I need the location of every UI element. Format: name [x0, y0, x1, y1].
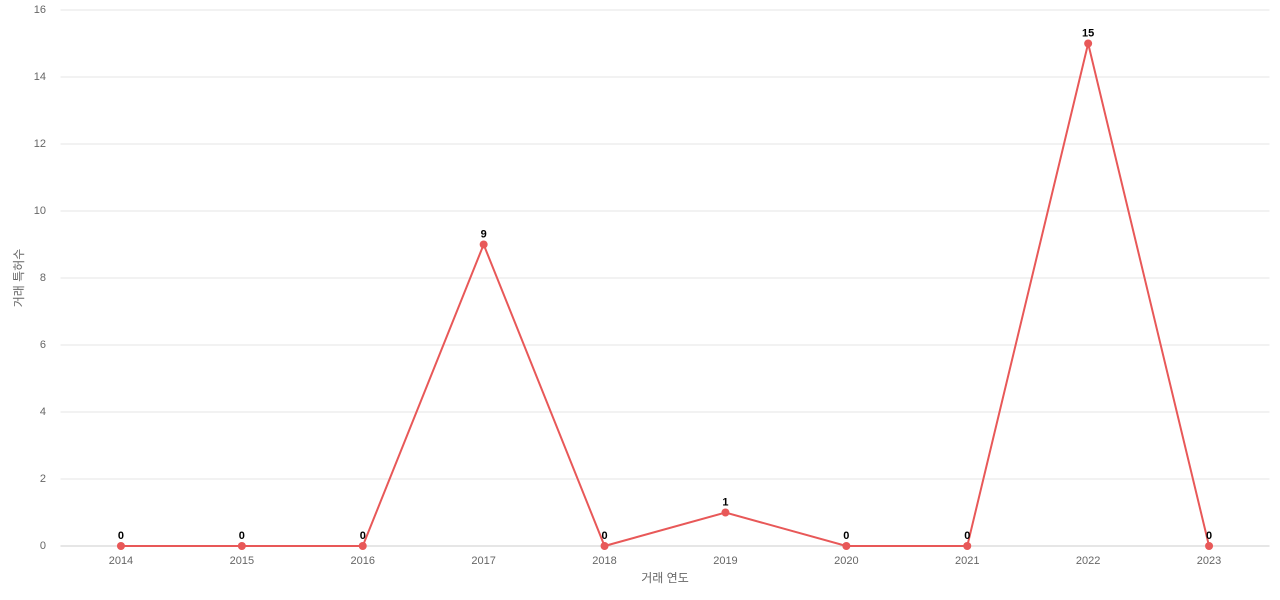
point [1205, 542, 1214, 550]
y-tick-label: 8 [40, 272, 46, 284]
y-tick-label: 14 [34, 71, 46, 83]
x-tick-label: 2019 [713, 555, 737, 567]
x-tick-label: 2016 [351, 555, 375, 567]
y-tick-label: 2 [40, 473, 46, 485]
x-axis-label: 거래 연도 [641, 571, 689, 585]
point [842, 542, 851, 550]
value-label: 0 [601, 530, 607, 542]
point [479, 240, 488, 249]
x-tick-label: 2014 [109, 555, 133, 567]
x-tick-label: 2018 [592, 555, 616, 567]
x-tick-label: 2021 [955, 555, 979, 567]
y-tick-label: 10 [34, 205, 46, 217]
value-label: 0 [239, 530, 245, 542]
value-label: 0 [964, 530, 970, 542]
y-axis-label: 거래 특허수 [12, 249, 26, 308]
value-label: 0 [1206, 530, 1212, 542]
y-tick-label: 4 [40, 406, 46, 418]
x-tick-label: 2023 [1197, 555, 1221, 567]
value-label: 0 [360, 530, 366, 542]
point [237, 542, 246, 550]
value-label: 0 [843, 530, 849, 542]
y-tick-label: 6 [40, 339, 46, 351]
point [116, 542, 125, 550]
y-tick-label: 0 [40, 540, 46, 552]
value-label: 0 [118, 530, 124, 542]
point [963, 542, 972, 550]
value-label: 9 [481, 228, 487, 240]
x-tick-label: 2022 [1076, 555, 1100, 567]
value-label: 15 [1082, 27, 1094, 39]
point [600, 542, 609, 550]
x-tick-label: 2020 [834, 555, 858, 567]
point [358, 542, 367, 550]
line [120, 43, 1211, 548]
value-label: 1 [722, 496, 728, 508]
point [1084, 39, 1093, 48]
y-tick-label: 16 [34, 4, 46, 16]
x-tick-label: 2017 [471, 555, 495, 567]
point [721, 508, 730, 517]
y-tick-label: 12 [34, 138, 46, 150]
x-tick-label: 2015 [230, 555, 254, 567]
